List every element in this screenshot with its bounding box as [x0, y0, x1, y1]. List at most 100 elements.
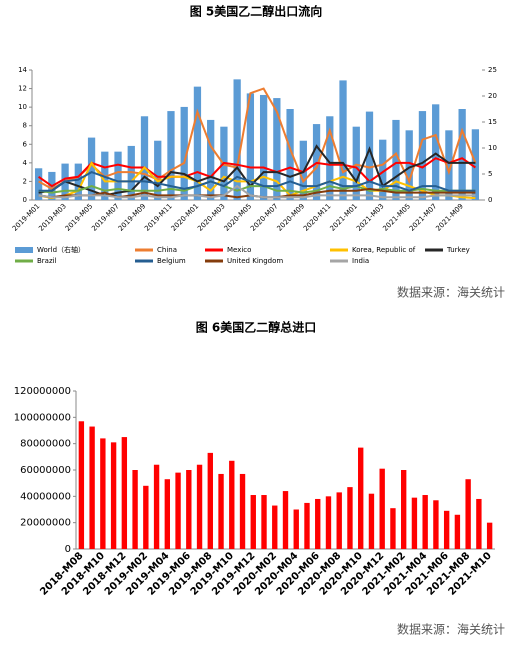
x-tick-label: 2021-M05: [381, 202, 412, 233]
bar: [368, 493, 375, 549]
x-tick-label: 2021-M07: [408, 202, 439, 233]
bar: [315, 498, 321, 549]
chart-title: 图 5美国乙二醇出口流向: [190, 4, 323, 19]
bar: [259, 94, 268, 200]
bar: [339, 80, 347, 200]
source-note: 数据来源：海关统计: [397, 285, 505, 300]
bar: [233, 79, 241, 200]
line: [38, 171, 476, 192]
x-tick-label: 2019-M11: [143, 202, 174, 233]
x-tick-label: 2020-M07: [249, 202, 280, 233]
bar: [239, 473, 246, 549]
bar: [89, 426, 95, 549]
legend-label: Turkey: [446, 246, 470, 254]
chart-title: 图 6美国乙二醇总进口: [196, 320, 317, 335]
bar: [471, 129, 480, 200]
bar: [325, 496, 332, 549]
x-tick-label: 2019-M07: [90, 202, 121, 233]
bar: [250, 495, 256, 549]
bar: [140, 116, 149, 200]
bar: [132, 470, 138, 549]
x-tick-label: 2020-M01: [170, 202, 201, 233]
bar: [74, 163, 82, 200]
x-tick-label: 2019-M05: [64, 202, 95, 233]
y-tick-label: 4: [23, 159, 28, 167]
y2-tick-label: 15: [488, 118, 497, 126]
bar: [358, 447, 364, 549]
legend-label: India: [352, 257, 369, 265]
bar: [352, 126, 360, 200]
bar: [458, 109, 466, 200]
source-note: 数据来源：海关统计: [397, 622, 505, 637]
bar: [180, 106, 188, 200]
y-tick-label: 100000000: [14, 412, 71, 423]
legend-label: China: [157, 246, 177, 254]
bar: [121, 437, 128, 549]
y-tick-label: 60000000: [20, 465, 71, 476]
y-tick-label: 6: [23, 140, 28, 148]
bar: [154, 140, 162, 200]
bar: [454, 514, 461, 549]
bar: [445, 130, 453, 200]
bar: [443, 510, 450, 549]
bar: [229, 460, 235, 549]
y-tick-label: 10: [18, 103, 27, 111]
bar: [476, 498, 482, 549]
legend-label: Belgium: [157, 257, 186, 265]
bar: [272, 505, 278, 549]
bar: [167, 111, 175, 200]
legend-label: World（右轴）: [37, 245, 85, 254]
y-tick-label: 0: [65, 544, 71, 555]
x-tick-label: 2020-M09: [276, 202, 307, 233]
x-tick-label: 2019-M03: [37, 202, 68, 233]
bar: [164, 479, 171, 549]
legend-label: Brazil: [37, 257, 57, 265]
bar: [365, 111, 374, 200]
bar: [411, 497, 418, 549]
bar: [326, 116, 334, 200]
bar: [347, 487, 353, 549]
bar: [78, 421, 85, 549]
bar: [379, 139, 387, 200]
line: [38, 157, 476, 188]
bar: [433, 500, 439, 549]
bar: [196, 464, 203, 549]
bar: [379, 468, 385, 549]
y-tick-label: 0: [23, 196, 27, 204]
bar: [261, 495, 267, 549]
bar: [422, 495, 428, 549]
y-tick-label: 8: [23, 122, 27, 130]
bar: [246, 93, 255, 200]
line: [38, 87, 477, 191]
line: [38, 180, 476, 194]
bar: [392, 119, 400, 200]
bar: [390, 508, 396, 549]
bar: [207, 119, 215, 200]
bar: [282, 491, 289, 549]
bar: [400, 470, 407, 549]
x-tick-label: 2020-M03: [196, 202, 227, 233]
x-tick-label: 2019-M01: [11, 202, 42, 233]
bar: [193, 86, 202, 200]
bar: [286, 109, 294, 200]
bar: [143, 485, 149, 549]
y-tick-label: 120000000: [14, 386, 71, 397]
bar: [153, 464, 160, 549]
bar: [175, 472, 181, 549]
y2-tick-label: 25: [488, 66, 497, 74]
line: [38, 184, 476, 199]
bar: [336, 492, 342, 549]
bar: [405, 130, 413, 200]
x-tick-label: 2021-M01: [328, 202, 359, 233]
x-tick-label: 2019-M09: [117, 202, 148, 233]
bar: [207, 452, 213, 549]
y-tick-label: 40000000: [20, 491, 71, 502]
y-tick-label: 2: [23, 177, 27, 185]
y-tick-label: 12: [18, 85, 27, 93]
bar: [186, 470, 192, 549]
bar: [114, 151, 122, 200]
legend-swatch: [15, 247, 33, 253]
y-tick-label: 14: [18, 66, 27, 74]
bar: [418, 111, 427, 200]
bar: [110, 442, 117, 549]
